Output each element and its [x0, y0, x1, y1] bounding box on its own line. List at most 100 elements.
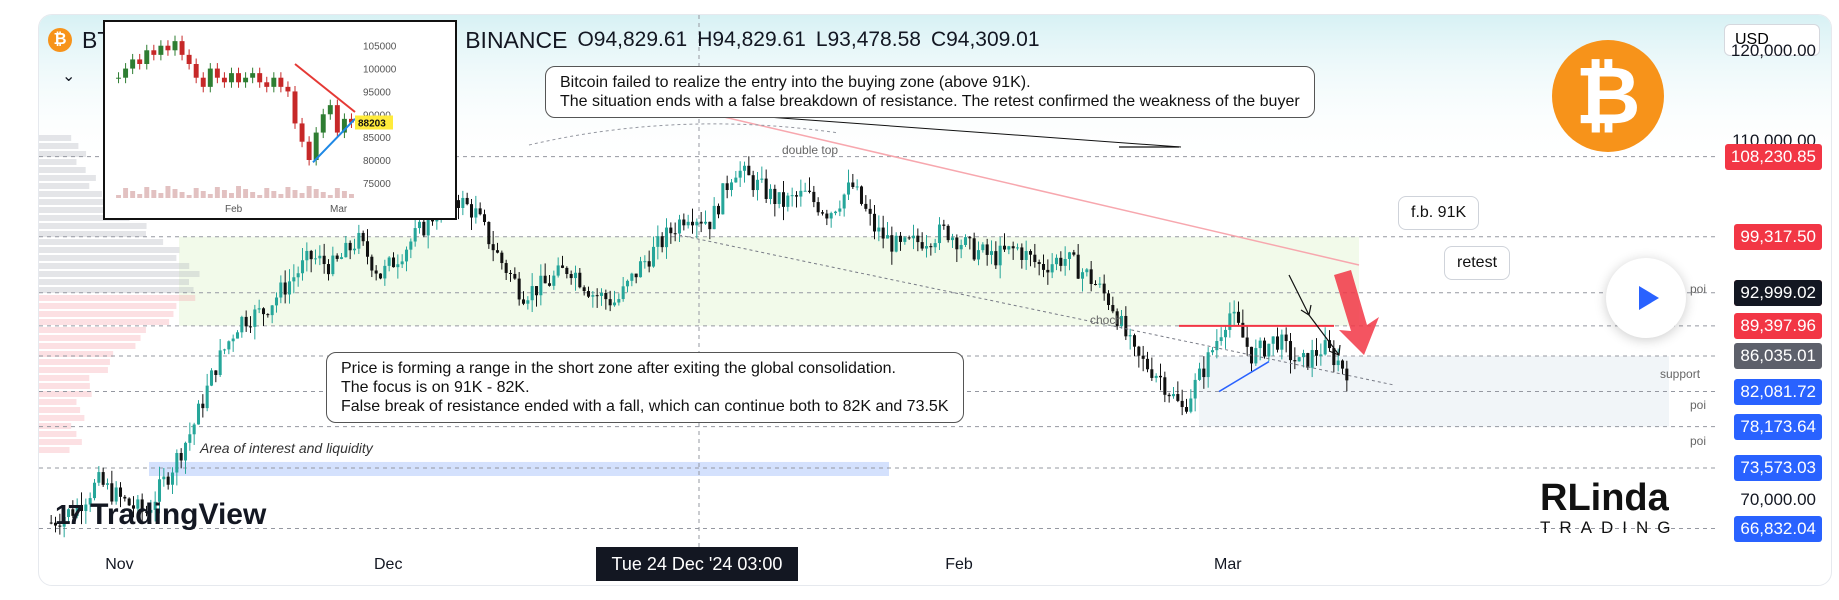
candle: [465, 197, 469, 205]
candle: [703, 221, 708, 224]
inset-chart: 7500080000850009000095000100000105000882…: [103, 20, 457, 220]
inset-candle: [243, 77, 249, 83]
time-tick-mar: Mar: [1214, 556, 1242, 573]
candle: [326, 264, 331, 275]
buying-zone: [179, 236, 1359, 326]
volume-profile-bar: [39, 343, 136, 349]
time-tick-nov: Nov: [105, 556, 134, 573]
candle: [469, 204, 474, 218]
btc-coin-icon: ₿: [48, 28, 72, 52]
candle: [400, 261, 404, 265]
candle: [335, 255, 339, 259]
candle: [647, 261, 651, 267]
candle: [487, 221, 491, 245]
candle: [981, 244, 985, 251]
candle: [383, 265, 387, 279]
candle: [950, 237, 955, 241]
inset-candle: [306, 141, 312, 160]
candle: [1141, 355, 1145, 359]
candle: [929, 246, 933, 248]
inset-xtick: Feb: [225, 204, 243, 215]
play-icon: [1639, 286, 1659, 310]
volume-profile-bar: [39, 415, 85, 421]
candle: [218, 350, 222, 375]
price-label-9: 78,173.64: [1734, 413, 1822, 440]
candle: [526, 300, 530, 304]
candle: [1093, 284, 1098, 286]
candle: [1288, 341, 1293, 361]
volume-profile-bar: [39, 223, 147, 229]
candle: [162, 476, 166, 480]
candle: [1323, 340, 1327, 355]
candle: [872, 213, 877, 232]
candle: [989, 251, 994, 255]
candle: [352, 248, 357, 251]
support-trendline: [1218, 360, 1270, 393]
inset-volume: [236, 186, 241, 198]
candle: [84, 504, 88, 512]
candle: [370, 256, 374, 271]
candle: [881, 227, 885, 239]
inset-candle: [250, 73, 256, 78]
candle: [240, 316, 244, 333]
price-scale[interactable]: 120,000.00 110,000.00 108,230.85 99,317.50 9…: [1718, 14, 1830, 544]
price-label-3: 99,317.50: [1734, 223, 1822, 250]
candle: [1262, 340, 1267, 357]
inset-candle: [158, 45, 164, 55]
candle: [751, 175, 755, 191]
candle: [1284, 334, 1288, 342]
volume-profile-bar: [39, 399, 77, 405]
candle: [1345, 368, 1349, 381]
poi-label-3: poi: [1690, 434, 1707, 448]
candle: [456, 200, 461, 208]
volume-profile-bar: [39, 159, 77, 165]
candle: [664, 227, 669, 248]
inset-candle: [278, 77, 284, 87]
candle: [539, 275, 543, 296]
chevron-down-icon[interactable]: ⌄: [62, 68, 76, 85]
candle: [699, 221, 703, 224]
candle: [1215, 340, 1219, 351]
candle: [729, 182, 734, 191]
inset-volume: [349, 194, 354, 198]
candle: [1236, 311, 1241, 323]
candle: [617, 299, 621, 303]
candle: [686, 221, 690, 226]
candle: [396, 264, 400, 268]
inset-volume: [229, 193, 234, 198]
inset-volume: [137, 194, 143, 198]
candle: [838, 208, 842, 212]
inset-volume: [334, 188, 340, 198]
candle: [474, 208, 478, 218]
candle: [604, 293, 608, 300]
bottom-callout: Price is forming a range in the short zo…: [326, 352, 964, 423]
candle: [543, 275, 547, 284]
play-button[interactable]: [1606, 258, 1686, 338]
candle: [222, 349, 227, 351]
area-of-interest-label: Area of interest and liquidity: [200, 440, 373, 456]
candle: [994, 251, 998, 266]
inset-candle: [229, 73, 234, 83]
candle: [933, 243, 937, 248]
candle: [985, 244, 989, 255]
candle: [1180, 400, 1184, 408]
inset-volume: [130, 191, 136, 198]
candle: [1059, 257, 1063, 266]
candle: [972, 238, 976, 260]
candle: [1085, 269, 1089, 273]
currency-selector[interactable]: USD: [1724, 24, 1820, 56]
candle: [599, 293, 604, 296]
time-axis[interactable]: Nov Dec Feb Mar: [38, 548, 1718, 584]
inset-volume: [200, 191, 206, 198]
candle: [1024, 251, 1028, 260]
candle: [1007, 246, 1011, 250]
candle: [1046, 269, 1050, 273]
candle: [976, 250, 981, 260]
inset-ytick: 105000: [363, 42, 397, 53]
candle: [1228, 313, 1232, 330]
candle: [201, 403, 205, 409]
time-tick-dec: Dec: [374, 556, 403, 573]
candle: [786, 195, 790, 207]
candle: [842, 194, 846, 209]
candle: [1158, 375, 1163, 378]
